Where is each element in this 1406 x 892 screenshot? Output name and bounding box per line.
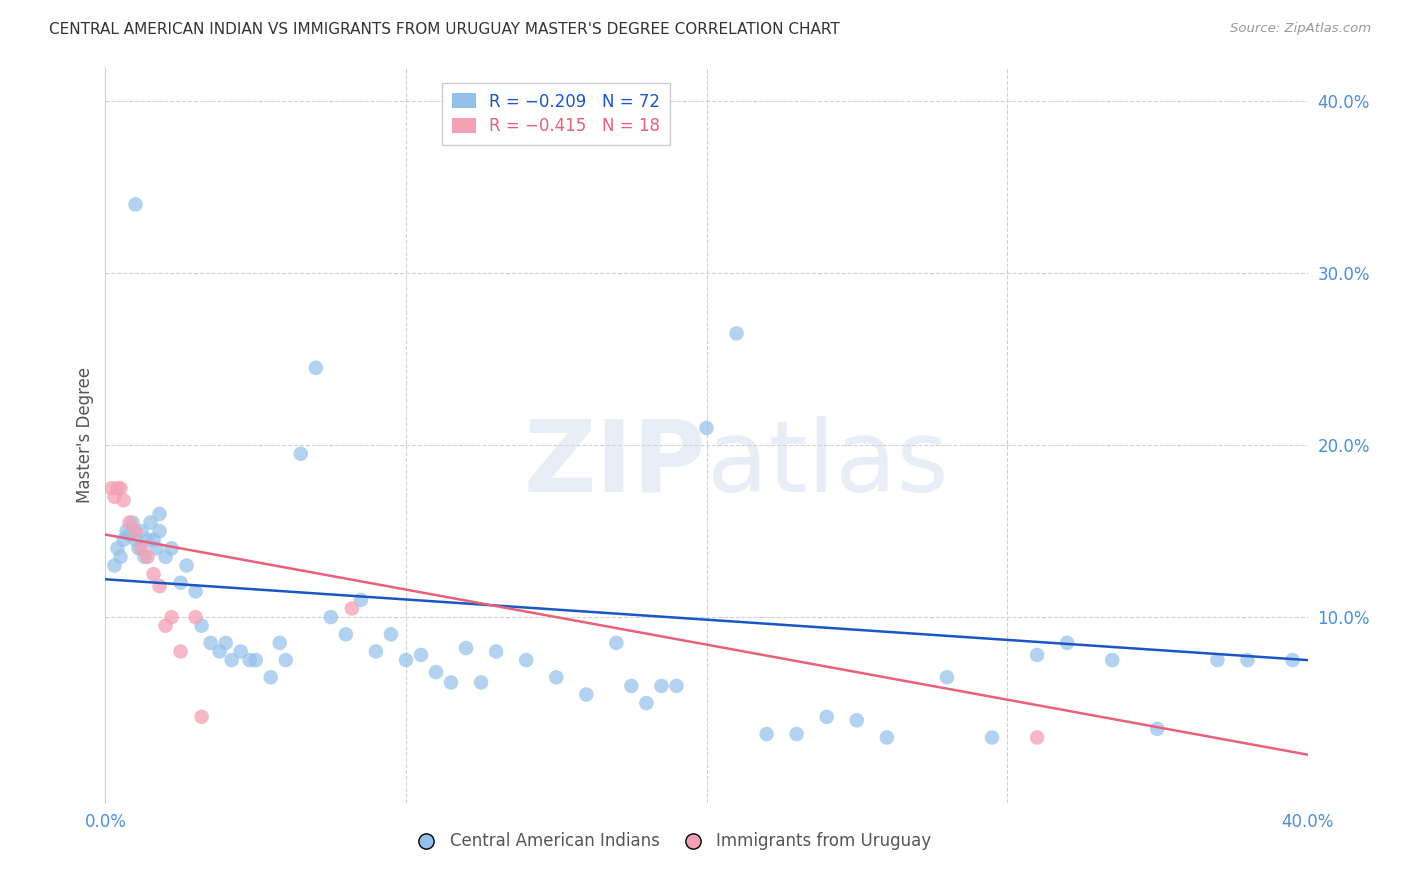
Point [409,648,432,662]
Point [1236,653,1258,667]
Point [290,447,312,461]
Point [1056,636,1078,650]
Point [936,670,959,684]
Point [364,644,387,658]
Point [169,575,191,590]
Point [845,713,868,727]
Point [454,641,477,656]
Point [124,524,146,538]
Point [269,636,291,650]
Point [184,584,207,599]
Point [128,541,150,556]
Point [239,653,262,667]
Point [155,618,177,632]
Point [112,493,135,508]
Point [221,653,243,667]
Point [118,516,141,530]
Point [121,516,143,530]
Point [440,675,463,690]
Point [160,541,183,556]
Point [650,679,672,693]
Point [620,679,643,693]
Point [208,644,231,658]
Text: atlas: atlas [707,416,948,513]
Point [1101,653,1123,667]
Point [245,653,267,667]
Point [103,490,125,504]
Point [131,541,153,556]
Point [696,421,718,435]
Point [107,481,129,495]
Point [139,516,162,530]
Point [176,558,198,573]
Point [335,627,357,641]
Point [136,533,159,547]
Point [350,593,373,607]
Point [665,679,688,693]
Point [755,727,778,741]
Point [131,524,153,538]
Legend: Central American Indians, Immigrants from Uruguay: Central American Indians, Immigrants fro… [404,826,938,857]
Point [190,618,212,632]
Point [184,610,207,624]
Point [214,636,236,650]
Point [148,579,170,593]
Point [190,710,212,724]
Point [103,558,125,573]
Point [100,481,122,495]
Point [1146,722,1168,736]
Point [636,696,658,710]
Point [124,533,146,547]
Point [981,731,1004,745]
Point [110,549,132,564]
Point [155,549,177,564]
Point [145,541,167,556]
Point [124,197,146,211]
Point [115,524,138,538]
Point [148,524,170,538]
Point [340,601,363,615]
Point [546,670,568,684]
Text: CENTRAL AMERICAN INDIAN VS IMMIGRANTS FROM URUGUAY MASTER'S DEGREE CORRELATION C: CENTRAL AMERICAN INDIAN VS IMMIGRANTS FR… [49,22,839,37]
Y-axis label: Master's Degree: Master's Degree [76,367,94,503]
Point [107,541,129,556]
Point [425,665,447,680]
Point [134,549,156,564]
Point [142,567,165,582]
Point [148,507,170,521]
Point [725,326,748,341]
Point [1026,648,1049,662]
Point [260,670,283,684]
Point [169,644,191,658]
Point [395,653,418,667]
Point [319,610,342,624]
Point [110,481,132,495]
Text: Source: ZipAtlas.com: Source: ZipAtlas.com [1230,22,1371,36]
Point [142,533,165,547]
Point [815,710,838,724]
Point [1281,653,1303,667]
Point [112,533,135,547]
Point [605,636,627,650]
Point [575,688,598,702]
Text: ZIP: ZIP [523,416,707,513]
Point [470,675,492,690]
Point [274,653,297,667]
Point [380,627,402,641]
Point [136,549,159,564]
Point [160,610,183,624]
Point [515,653,537,667]
Point [786,727,808,741]
Point [200,636,222,650]
Point [485,644,508,658]
Point [1026,731,1049,745]
Point [229,644,252,658]
Point [1206,653,1229,667]
Point [118,527,141,541]
Point [876,731,898,745]
Point [305,360,328,375]
